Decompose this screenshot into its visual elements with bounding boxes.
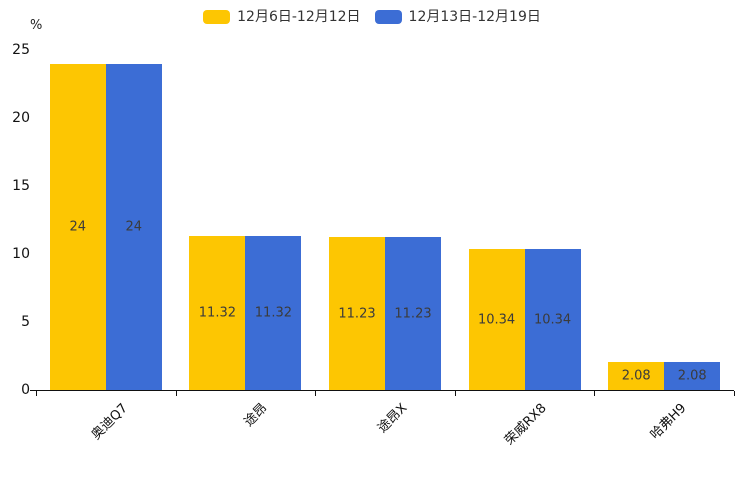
x-axis-category-label: 奥迪Q7 <box>89 400 132 443</box>
bar-series-2-途昂X: 11.23 <box>385 237 441 390</box>
x-axis-tick <box>315 391 317 396</box>
bar-series-1-荣威RX8: 10.34 <box>468 249 525 390</box>
x-axis-tick <box>36 391 37 396</box>
bar-series-2-途昂: 11.32 <box>245 236 302 390</box>
legend-label: 12月6日-12月12日 <box>237 9 361 25</box>
bar-value-label: 11.32 <box>254 305 292 321</box>
legend-label: 12月13日-12月19日 <box>408 9 541 25</box>
y-axis-tick-label: 10 <box>12 246 30 262</box>
bar-series-2-哈弗H9: 2.08 <box>664 361 721 390</box>
x-axis-tick <box>175 391 177 396</box>
chart-legend: 12月6日-12月12日 12月13日-12月19日 <box>0 6 744 28</box>
y-axis-tick-label: 20 <box>12 110 30 126</box>
bar-series-1-奥迪Q7: 24 <box>49 63 106 390</box>
bar-value-label: 2.08 <box>621 368 651 384</box>
bar-series-1-哈弗H9: 2.08 <box>608 361 665 390</box>
x-axis-category-label: 途昂 <box>241 400 271 430</box>
y-axis-tick-label: 5 <box>21 314 30 330</box>
bar-value-label: 24 <box>69 219 87 235</box>
x-axis-tick <box>594 391 596 396</box>
y-axis-tick-label: 0 <box>21 382 30 398</box>
x-axis-tick <box>734 391 735 396</box>
bar-value-label: 2.08 <box>677 368 707 384</box>
x-axis-tick <box>454 391 456 396</box>
bar-series-1-途昂X: 11.23 <box>329 237 385 390</box>
y-axis-unit-label: % <box>30 18 43 33</box>
y-axis-tick-label: 25 <box>12 42 30 58</box>
bar-value-label: 10.34 <box>477 312 516 328</box>
bar-series-1-途昂: 11.32 <box>189 236 246 390</box>
bar-value-label: 24 <box>125 219 143 235</box>
y-axis-zero-tick <box>30 390 36 391</box>
bar-value-label: 11.23 <box>338 306 376 322</box>
x-axis-category-label: 哈弗H9 <box>647 400 690 443</box>
bar-value-label: 11.23 <box>394 306 432 322</box>
legend-item-series-2[interactable]: 12月13日-12月19日 <box>374 6 541 28</box>
bar-value-label: 10.34 <box>533 312 572 328</box>
legend-swatch-icon <box>374 10 402 24</box>
legend-swatch-icon <box>203 10 231 24</box>
bar-series-2-奥迪Q7: 24 <box>105 63 162 390</box>
x-axis-category-label: 荣威RX8 <box>502 400 551 449</box>
y-axis-tick-label: 15 <box>12 178 30 194</box>
bar-series-2-荣威RX8: 10.34 <box>524 249 581 390</box>
legend-item-series-1[interactable]: 12月6日-12月12日 <box>203 6 361 28</box>
x-axis-line <box>36 390 734 391</box>
bar-value-label: 11.32 <box>198 305 236 321</box>
x-axis-category-label: 途昂X <box>375 400 411 437</box>
